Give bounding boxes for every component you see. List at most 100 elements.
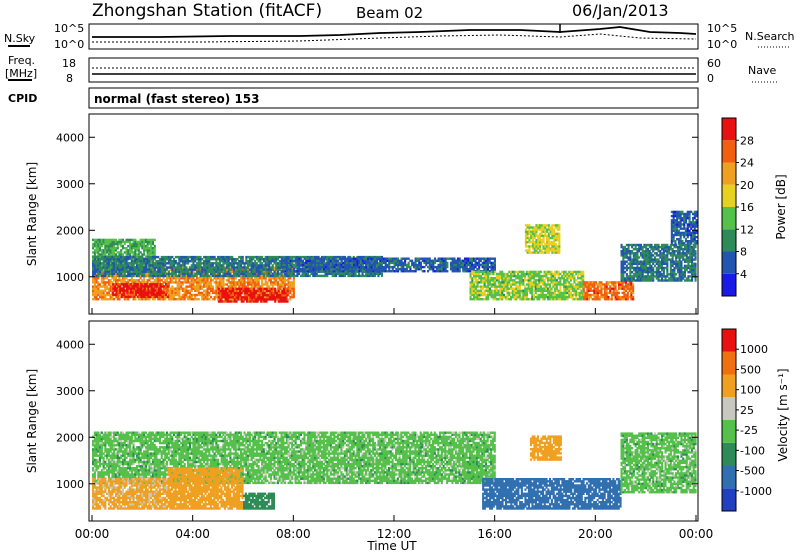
data-cell: [141, 268, 144, 271]
data-cell: [260, 287, 263, 291]
data-cell: [97, 255, 100, 259]
data-cell: [272, 296, 275, 299]
data-cell: [240, 270, 243, 273]
data-cell: [137, 268, 140, 271]
data-cell: [386, 263, 389, 267]
data-cell: [140, 287, 143, 290]
data-cell: [132, 265, 135, 269]
data-cell: [262, 264, 265, 267]
data-cell: [203, 262, 206, 265]
data-cell: [458, 261, 461, 265]
data-cell: [151, 264, 154, 267]
data-cell: [190, 293, 193, 297]
data-cell: [386, 265, 389, 269]
data-cell: [167, 298, 170, 301]
data-cell: [122, 289, 125, 292]
data-cell: [547, 298, 550, 301]
data-cell: [180, 287, 183, 290]
data-cell: [143, 240, 146, 244]
data-cell: [217, 287, 220, 291]
data-cell: [368, 263, 371, 267]
data-cell: [136, 255, 139, 258]
data-cell: [437, 263, 440, 267]
data-cell: [139, 272, 142, 275]
data-cell: [102, 298, 105, 301]
data-cell: [129, 266, 132, 269]
data-cell: [236, 258, 239, 261]
data-cell: [102, 270, 105, 274]
data-cell: [114, 258, 117, 261]
data-cell: [266, 283, 269, 286]
data-cell: [211, 264, 214, 267]
data-cell: [254, 272, 257, 275]
data-cell: [102, 258, 105, 261]
data-cell: [145, 291, 148, 294]
data-cell: [262, 266, 265, 269]
data-cell: [158, 266, 161, 269]
data-cell: [224, 266, 227, 269]
data-cell: [391, 268, 394, 271]
data-cell: [229, 298, 232, 301]
data-cell: [354, 272, 357, 275]
data-cell: [164, 274, 167, 278]
data-cell: [118, 238, 121, 242]
data-cell: [366, 255, 369, 259]
data-cell: [143, 281, 146, 284]
data-cell: [174, 291, 177, 295]
data-cell: [244, 298, 247, 301]
data-cell: [370, 259, 373, 262]
data-cell: [92, 238, 95, 242]
data-cell: [280, 281, 283, 284]
data-cell: [106, 270, 109, 273]
data-cell: [127, 238, 130, 242]
data-cell: [358, 270, 361, 273]
data-cell: [150, 258, 153, 261]
data-cell: [97, 268, 100, 271]
data-cell: [150, 259, 153, 262]
data-cell: [333, 262, 336, 265]
data-cell: [273, 277, 276, 280]
data-cell: [120, 262, 123, 265]
data-cell: [402, 265, 405, 269]
data-cell: [382, 268, 385, 271]
data-cell: [256, 296, 259, 299]
data-cell: [120, 253, 123, 256]
data-cell: [246, 294, 249, 297]
data-cell: [337, 263, 340, 267]
data-cell: [232, 277, 235, 280]
data-cell: [231, 264, 234, 267]
data-cell: [412, 270, 415, 273]
data-cell: [126, 295, 129, 298]
data-cell: [183, 289, 186, 292]
data-cell: [442, 259, 445, 262]
data-cell: [289, 281, 292, 284]
data-cell: [289, 285, 292, 288]
data-cell: [282, 283, 285, 286]
data-cell: [109, 255, 112, 259]
data-cell: [178, 258, 181, 261]
data-cell: [379, 265, 382, 269]
data-cell: [303, 272, 306, 275]
data-cell: [275, 281, 278, 284]
data-cell: [460, 259, 463, 262]
data-cell: [294, 257, 297, 260]
data-cell: [121, 247, 124, 250]
data-cell: [485, 261, 488, 265]
data-cell: [226, 291, 229, 295]
data-cell: [178, 274, 181, 278]
data-cell: [217, 291, 220, 295]
data-cell: [150, 289, 153, 292]
data-cell: [428, 268, 431, 271]
data-cell: [469, 259, 472, 262]
data-cell: [127, 258, 130, 261]
data-cell: [520, 283, 523, 286]
data-cell: [490, 257, 493, 260]
data-cell: [333, 255, 336, 259]
data-cell: [113, 242, 116, 246]
data-cell: [481, 298, 484, 301]
data-cell: [148, 264, 151, 267]
data-cell: [222, 270, 225, 274]
data-cell: [261, 291, 264, 295]
data-cell: [149, 295, 152, 298]
data-cell: [306, 274, 309, 278]
